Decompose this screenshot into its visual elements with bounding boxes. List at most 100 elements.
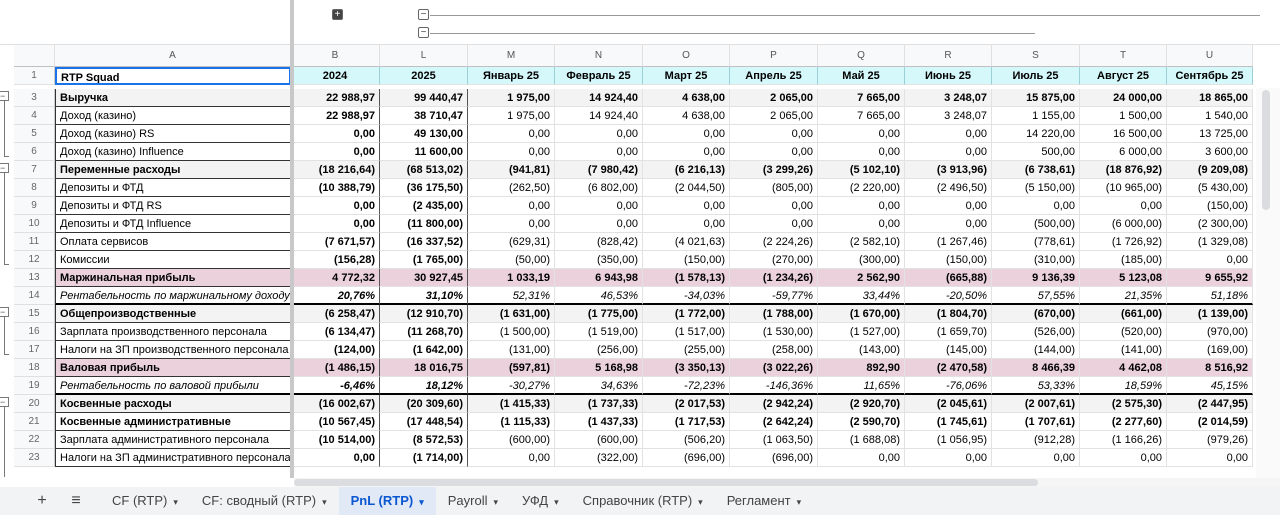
row-number[interactable]: 8 <box>14 179 55 197</box>
cell-t[interactable]: (10 965,00) <box>1080 179 1167 197</box>
cell-b[interactable]: 0,00 <box>291 125 380 143</box>
cell-b[interactable]: (6 134,47) <box>291 323 380 341</box>
cell-u[interactable]: (979,26) <box>1167 431 1253 449</box>
column-header-o[interactable]: O <box>643 45 730 67</box>
cell-p[interactable]: (696,00) <box>730 449 818 467</box>
cell-l[interactable]: (16 337,52) <box>380 233 468 251</box>
cell-s[interactable]: 500,00 <box>992 143 1080 161</box>
cell-t[interactable]: 5 123,08 <box>1080 269 1167 287</box>
tab-уфд[interactable]: УФД ▾ <box>510 487 571 515</box>
cell-r[interactable]: -76,06% <box>905 377 992 395</box>
cell-q[interactable]: 2 562,90 <box>818 269 905 287</box>
cell-p[interactable]: -59,77% <box>730 287 818 305</box>
cell-n[interactable]: (1 775,00) <box>555 305 643 323</box>
column-header-m[interactable]: M <box>468 45 555 67</box>
cell-s[interactable]: (912,28) <box>992 431 1080 449</box>
cell-l[interactable]: (1 765,00) <box>380 251 468 269</box>
cell-r[interactable]: 0,00 <box>905 197 992 215</box>
cell-r[interactable]: Июнь 25 <box>905 67 992 85</box>
cell-n[interactable]: 0,00 <box>555 143 643 161</box>
cell-o[interactable]: 0,00 <box>643 125 730 143</box>
cell-r[interactable]: (665,88) <box>905 269 992 287</box>
row-label[interactable]: Косвенные расходы <box>55 395 291 413</box>
cell-s[interactable]: (5 150,00) <box>992 179 1080 197</box>
row-label[interactable]: Депозиты и ФТД <box>55 179 291 197</box>
row-label[interactable]: Налоги на ЗП административного персонала <box>55 449 291 467</box>
cell-o[interactable]: (2 017,53) <box>643 395 730 413</box>
add-sheet-button[interactable]: + <box>37 492 47 509</box>
cell-l[interactable]: (36 175,50) <box>380 179 468 197</box>
cell-s[interactable]: (144,00) <box>992 341 1080 359</box>
cell-q[interactable]: (5 102,10) <box>818 161 905 179</box>
column-header-t[interactable]: T <box>1080 45 1167 67</box>
cell-p[interactable]: 2 065,00 <box>730 107 818 125</box>
cell-m[interactable]: -30,27% <box>468 377 555 395</box>
column-header-u[interactable]: U <box>1167 45 1253 67</box>
cell-n[interactable]: (350,00) <box>555 251 643 269</box>
cell-s[interactable]: 53,33% <box>992 377 1080 395</box>
row-number[interactable]: 15 <box>14 305 55 323</box>
cell-t[interactable]: (2 277,60) <box>1080 413 1167 431</box>
cell-t[interactable]: (1 726,92) <box>1080 233 1167 251</box>
cell-q[interactable]: 33,44% <box>818 287 905 305</box>
cell-p[interactable]: 0,00 <box>730 215 818 233</box>
cell-u[interactable]: 8 516,92 <box>1167 359 1253 377</box>
column-header-b[interactable]: B <box>291 45 380 67</box>
cell-b[interactable]: 22 988,97 <box>291 89 380 107</box>
row-number[interactable]: 5 <box>14 125 55 143</box>
cell-u[interactable]: (2 014,59) <box>1167 413 1253 431</box>
row-number[interactable]: 4 <box>14 107 55 125</box>
cell-n[interactable]: (256,00) <box>555 341 643 359</box>
cell-l[interactable]: 38 710,47 <box>380 107 468 125</box>
cell-m[interactable]: 1 975,00 <box>468 89 555 107</box>
cell-l[interactable]: (11 268,70) <box>380 323 468 341</box>
cell-o[interactable]: 4 638,00 <box>643 89 730 107</box>
cell-t[interactable]: 24 000,00 <box>1080 89 1167 107</box>
row-label[interactable]: Депозиты и ФТД Influence <box>55 215 291 233</box>
chevron-down-icon[interactable]: ▾ <box>419 497 424 507</box>
row-number[interactable]: 12 <box>14 251 55 269</box>
cell-t[interactable]: 4 462,08 <box>1080 359 1167 377</box>
cell-b[interactable]: 0,00 <box>291 143 380 161</box>
cell-t[interactable]: (6 000,00) <box>1080 215 1167 233</box>
row-number[interactable]: 16 <box>14 323 55 341</box>
cell-q[interactable]: 0,00 <box>818 449 905 467</box>
row-label[interactable]: Зарплата административного персонала <box>55 431 291 449</box>
cell-q[interactable]: (2 220,00) <box>818 179 905 197</box>
cell-t[interactable]: (661,00) <box>1080 305 1167 323</box>
cell-s[interactable]: (500,00) <box>992 215 1080 233</box>
cell-l[interactable]: 31,10% <box>380 287 468 305</box>
collapse-row-group-icon[interactable]: − <box>0 307 9 317</box>
cell-b[interactable]: (156,28) <box>291 251 380 269</box>
cell-r[interactable]: -20,50% <box>905 287 992 305</box>
column-header-q[interactable]: Q <box>818 45 905 67</box>
cell-t[interactable]: (520,00) <box>1080 323 1167 341</box>
cell-r[interactable]: 0,00 <box>905 215 992 233</box>
row-number[interactable]: 20 <box>14 395 55 413</box>
collapse-row-group-icon[interactable]: − <box>0 397 9 407</box>
cell-b[interactable]: (7 671,57) <box>291 233 380 251</box>
cell-o[interactable]: (1 517,00) <box>643 323 730 341</box>
cell-n[interactable]: 14 924,40 <box>555 107 643 125</box>
chevron-down-icon[interactable]: ▾ <box>554 497 559 507</box>
row-number[interactable]: 21 <box>14 413 55 431</box>
cell-l[interactable]: 18,12% <box>380 377 468 395</box>
cell-m[interactable]: (262,50) <box>468 179 555 197</box>
cell-o[interactable]: (255,00) <box>643 341 730 359</box>
cell-r[interactable]: 0,00 <box>905 449 992 467</box>
cell-u[interactable]: (1 329,08) <box>1167 233 1253 251</box>
cell-l[interactable]: (1 714,00) <box>380 449 468 467</box>
cell-b[interactable]: (16 002,67) <box>291 395 380 413</box>
cell-q[interactable]: (2 920,70) <box>818 395 905 413</box>
chevron-down-icon[interactable]: ▾ <box>493 497 499 507</box>
cell-u[interactable]: (9 209,08) <box>1167 161 1253 179</box>
cell-b[interactable]: 0,00 <box>291 449 380 467</box>
cell-q[interactable]: 11,65% <box>818 377 905 395</box>
cell-s[interactable]: (2 007,61) <box>992 395 1080 413</box>
row-label[interactable]: Зарплата производственного персонала <box>55 323 291 341</box>
row-number[interactable]: 18 <box>14 359 55 377</box>
cell-n[interactable]: (322,00) <box>555 449 643 467</box>
cell-u[interactable]: (150,00) <box>1167 197 1253 215</box>
cell-r[interactable]: 0,00 <box>905 143 992 161</box>
cell-u[interactable]: 51,18% <box>1167 287 1253 305</box>
